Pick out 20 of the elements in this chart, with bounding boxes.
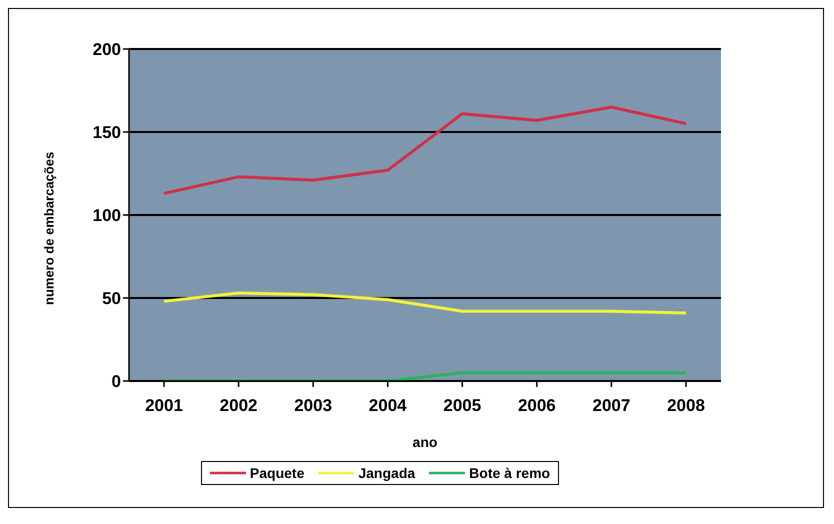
y-axis-title: numero de embarcações bbox=[42, 152, 57, 305]
x-axis-title: ano bbox=[412, 434, 438, 450]
legend-label: Bote à remo bbox=[468, 465, 550, 481]
x-tick-label: 2002 bbox=[220, 396, 258, 416]
y-tick-label: 200 bbox=[92, 40, 121, 60]
x-tick-label: 2003 bbox=[294, 396, 332, 416]
x-tick-label: 2007 bbox=[592, 396, 630, 416]
y-tick-label: 0 bbox=[112, 372, 121, 392]
x-tick-label: 2006 bbox=[518, 396, 556, 416]
x-tick-label: 2005 bbox=[443, 396, 482, 416]
y-tick-label: 100 bbox=[92, 206, 121, 226]
x-tick-label: 2001 bbox=[145, 396, 183, 416]
line-series bbox=[162, 106, 688, 195]
line-series bbox=[162, 292, 688, 314]
legend-label: Jangada bbox=[357, 465, 416, 481]
x-tick-label: 2004 bbox=[368, 396, 408, 416]
y-tick-label: 150 bbox=[92, 123, 121, 142]
x-tick-label: 2008 bbox=[667, 396, 705, 416]
y-tick-label: 50 bbox=[102, 289, 121, 308]
legend-label: Paquete bbox=[248, 465, 304, 481]
